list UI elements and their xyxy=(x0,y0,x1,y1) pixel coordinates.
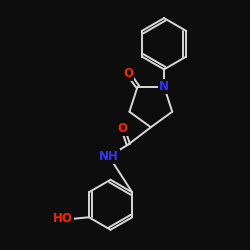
Text: HO: HO xyxy=(53,212,72,225)
Text: N: N xyxy=(159,80,169,93)
Text: O: O xyxy=(124,68,134,80)
Text: NH: NH xyxy=(99,150,119,163)
Text: O: O xyxy=(118,122,128,135)
